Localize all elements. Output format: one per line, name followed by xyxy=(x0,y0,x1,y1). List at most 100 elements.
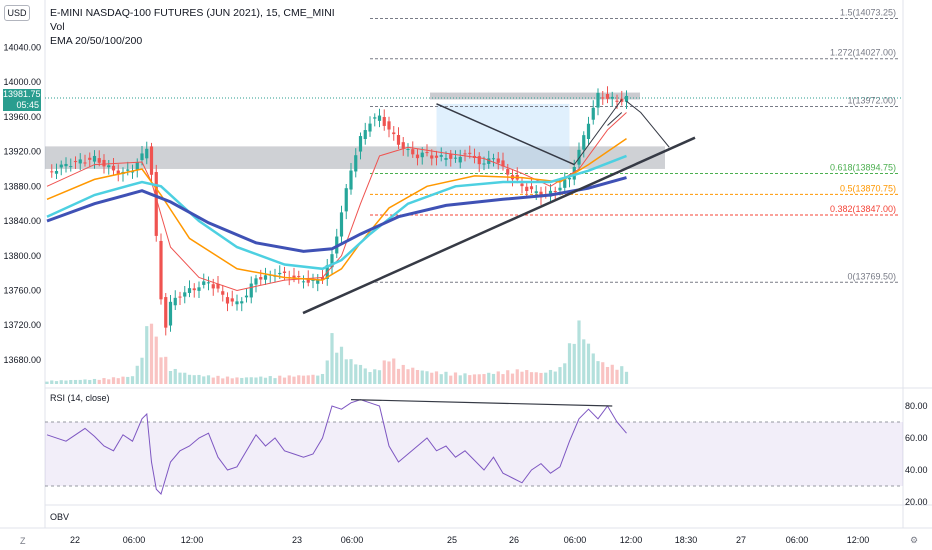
volume-bar xyxy=(126,376,130,384)
candle-body xyxy=(520,183,524,187)
volume-bar xyxy=(420,370,424,384)
candle-body xyxy=(83,162,87,164)
candle-body xyxy=(567,177,572,180)
volume-bar xyxy=(387,361,391,384)
x-tick-label: 12:00 xyxy=(847,535,870,545)
volume-bar xyxy=(97,379,101,384)
volume-bar xyxy=(268,376,272,384)
candle-body xyxy=(487,158,491,164)
settings-icon[interactable]: ⚙ xyxy=(910,535,919,545)
candle-body xyxy=(297,275,301,277)
volume-bar xyxy=(368,372,372,384)
volume-bar xyxy=(183,372,187,384)
top-zone xyxy=(430,92,640,100)
candle-body xyxy=(116,170,120,175)
candle-body xyxy=(135,162,139,170)
volume-bar xyxy=(415,370,420,384)
candle-body xyxy=(411,149,415,155)
candle-body xyxy=(88,157,92,160)
volume-bar xyxy=(491,373,496,384)
volume-bar xyxy=(482,374,486,384)
x-tick-label: 22 xyxy=(70,535,80,545)
candle-body xyxy=(221,291,225,295)
candle-body xyxy=(344,188,348,212)
candle-body xyxy=(501,160,505,167)
volume-bar xyxy=(240,377,244,384)
candle-body xyxy=(558,187,562,191)
volume-bar xyxy=(406,369,410,384)
volume-bar xyxy=(510,373,515,384)
candle-body xyxy=(292,275,296,278)
volume-bar xyxy=(292,376,296,384)
candle-body xyxy=(111,165,116,171)
volume-bar xyxy=(116,378,120,384)
x-tick-label: 26 xyxy=(509,535,519,545)
volume-bar xyxy=(501,374,505,384)
volume-bar xyxy=(249,377,253,384)
x-tick-label: 23 xyxy=(292,535,302,545)
candle-body xyxy=(159,240,163,300)
candle-body xyxy=(596,92,600,108)
volume-bar xyxy=(586,343,591,384)
volume-bar xyxy=(230,378,234,384)
volume-bar xyxy=(202,376,206,384)
volume-bar xyxy=(221,378,225,384)
volume-bar xyxy=(197,374,201,384)
candle-body xyxy=(230,298,234,302)
volume-bar xyxy=(130,376,135,384)
volume-bar xyxy=(591,353,595,384)
candle-body xyxy=(601,97,605,99)
volume-bar xyxy=(363,368,367,384)
candle-body xyxy=(605,94,610,99)
y-tick-label: 13760.00 xyxy=(3,286,41,296)
volume-bar xyxy=(382,360,386,384)
y-tick-label: 13840.00 xyxy=(3,216,41,226)
volume-bar xyxy=(140,357,144,384)
candle-body xyxy=(330,254,334,268)
candle-body xyxy=(453,157,458,159)
volume-bar xyxy=(558,367,562,384)
rsi-label[interactable]: RSI (14, close) xyxy=(50,393,110,403)
volume-bar xyxy=(620,366,624,384)
candle-body xyxy=(615,100,619,102)
volume-bar xyxy=(349,359,353,384)
volume-bar xyxy=(235,377,239,384)
volume-bar xyxy=(111,377,116,384)
candle-body xyxy=(278,272,282,275)
currency-badge[interactable]: USD xyxy=(4,5,30,21)
candle-body xyxy=(173,297,177,306)
volume-bar xyxy=(59,380,63,384)
volume-indicator-label[interactable]: Vol xyxy=(50,21,65,33)
ema-indicator-label[interactable]: EMA 20/50/100/200 xyxy=(50,35,143,47)
volume-bar xyxy=(320,373,325,384)
x-tick-label: 25 xyxy=(447,535,457,545)
volume-bar xyxy=(135,365,139,384)
chart-legend: E-MINI NASDAQ-100 FUTURES (JUN 2021), 15… xyxy=(50,6,335,48)
candle-body xyxy=(73,161,78,163)
volume-bar xyxy=(425,371,429,384)
volume-bar xyxy=(159,357,163,384)
volume-bar xyxy=(121,376,125,384)
candle-body xyxy=(377,115,382,121)
last-price-tag: 13981.75 05:45 xyxy=(3,89,41,111)
volume-bar xyxy=(164,356,168,384)
rsi-divergence-line xyxy=(350,399,613,407)
candle-body xyxy=(439,155,443,157)
volume-bar xyxy=(45,381,49,384)
symbol-title[interactable]: E-MINI NASDAQ-100 FUTURES (JUN 2021), 15… xyxy=(50,7,335,19)
volume-bar xyxy=(458,375,462,384)
fib-level-label: 0(13769.50) xyxy=(847,271,896,281)
timezone-icon[interactable]: Z xyxy=(20,536,26,546)
fib-level-label: 0.5(13870.75) xyxy=(840,183,896,193)
volume-bar xyxy=(149,323,154,384)
volume-bar xyxy=(211,377,215,384)
candle-body xyxy=(449,154,453,159)
volume-bar xyxy=(206,375,211,384)
candle-body xyxy=(339,212,344,237)
volume-bar xyxy=(563,363,567,384)
candle-body xyxy=(610,96,614,99)
candle-body xyxy=(354,155,358,172)
obv-label[interactable]: OBV xyxy=(50,512,70,522)
